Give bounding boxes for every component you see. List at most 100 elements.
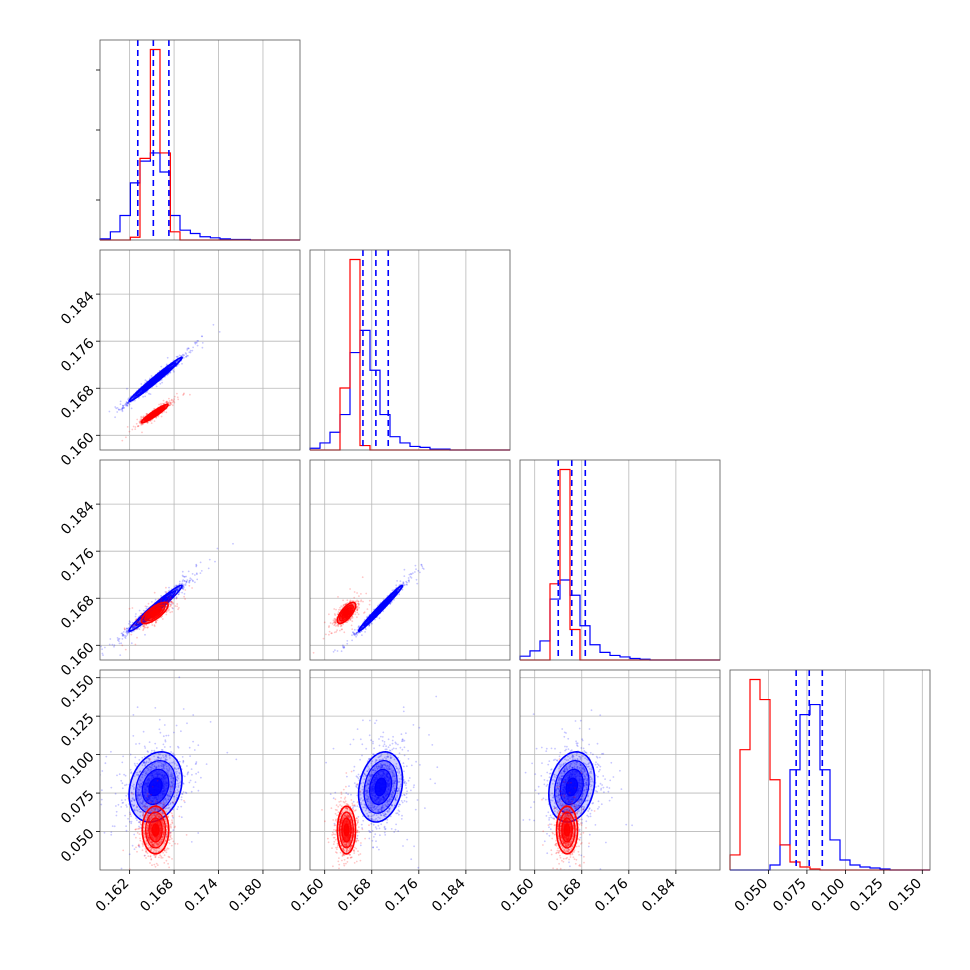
blue-scatter-point xyxy=(216,547,219,550)
red-scatter-point xyxy=(157,598,160,601)
blue-scatter-point xyxy=(183,354,186,357)
red-scatter-point xyxy=(166,600,169,602)
red-scatter-point xyxy=(136,627,139,630)
histogram-panel-2 xyxy=(519,459,721,661)
blue-scatter-point xyxy=(357,626,360,628)
red-scatter-point xyxy=(169,597,172,600)
blue-scatter-point xyxy=(188,580,191,583)
red-scatter-point xyxy=(143,625,146,628)
red-scatter-point xyxy=(134,426,137,428)
blue-scatter-point xyxy=(420,564,423,566)
red-scatter-point xyxy=(132,425,135,428)
red-scatter-point xyxy=(142,620,145,622)
blue-scatter-point xyxy=(356,631,359,634)
blue-scatter-point xyxy=(88,664,90,666)
red-scatter-point xyxy=(162,605,165,608)
blue-scatter-point xyxy=(355,631,358,634)
blue-scatter-point xyxy=(127,401,130,404)
blue-scatter-point xyxy=(170,593,172,596)
red-scatter-point xyxy=(166,401,169,404)
red-scatter-point xyxy=(140,424,143,426)
blue-scatter-point xyxy=(178,591,181,594)
blue-scatter-point xyxy=(160,594,163,597)
blue-scatter-point xyxy=(188,579,191,582)
blue-scatter-point xyxy=(374,618,376,621)
blue-scatter-point xyxy=(142,609,145,612)
red-scatter-point xyxy=(136,418,139,421)
red-scatter-point xyxy=(171,601,174,604)
blue-scatter-point xyxy=(196,578,199,581)
blue-scatter-point xyxy=(364,631,366,633)
blue-scatter-point xyxy=(122,634,125,637)
blue-scatter-point xyxy=(188,351,191,353)
blue-scatter-point xyxy=(129,624,132,626)
red-scatter-point xyxy=(160,600,163,603)
blue-scatter-point xyxy=(415,578,418,581)
blue-scatter-point xyxy=(125,401,128,403)
blue-scatter-point xyxy=(132,626,135,629)
blue-scatter-point xyxy=(127,402,129,405)
blue-scatter-point xyxy=(122,407,124,410)
blue-scatter-point xyxy=(132,625,135,628)
red-scatter-point xyxy=(168,608,171,611)
blue-scatter-point xyxy=(81,667,83,669)
blue-scatter-point xyxy=(119,400,122,403)
blue-scatter-point xyxy=(355,635,357,638)
blue-scatter-point xyxy=(403,575,406,577)
histogram-panel-3 xyxy=(729,669,931,871)
red-scatter-point xyxy=(175,597,178,600)
blue-scatter-point xyxy=(183,580,186,582)
blue-scatter-point xyxy=(353,632,356,635)
red-scatter-point xyxy=(144,605,147,608)
red-scatter-point xyxy=(142,617,145,620)
blue-scatter-point xyxy=(317,662,319,664)
blue-scatter-point xyxy=(113,644,116,646)
red-scatter-point xyxy=(139,618,142,621)
blue-scatter-point xyxy=(125,627,128,630)
red-scatter-point xyxy=(163,402,166,405)
blue-scatter-point xyxy=(353,633,356,635)
red-scatter-point xyxy=(134,624,137,627)
blue-scatter-point xyxy=(178,580,181,583)
blue-scatter-point xyxy=(128,622,130,625)
blue-scatter-point xyxy=(122,404,124,407)
blue-scatter-point xyxy=(401,588,404,591)
blue-scatter-point xyxy=(175,355,178,358)
blue-scatter-point xyxy=(181,582,184,585)
blue-scatter-point xyxy=(185,575,188,578)
blue-scatter-point xyxy=(199,561,202,564)
blue-scatter-point xyxy=(403,584,406,587)
blue-scatter-point xyxy=(366,615,369,618)
scatter-panel-2-1 xyxy=(309,459,511,664)
blue-scatter-point xyxy=(115,407,118,410)
blue-scatter-point xyxy=(119,403,122,406)
blue-scatter-point xyxy=(148,392,150,395)
blue-scatter-point xyxy=(170,594,173,597)
blue-scatter-point xyxy=(398,584,401,586)
blue-scatter-point xyxy=(120,632,123,635)
blue-scatter-point xyxy=(144,395,147,398)
blue-scatter-point xyxy=(185,356,187,358)
blue-scatter-point xyxy=(200,570,203,572)
red-scatter-point xyxy=(168,397,170,400)
red-scatter-point xyxy=(189,393,191,396)
scatter-panel-1-0 xyxy=(99,249,301,451)
red-scatter-point xyxy=(155,621,158,624)
red-scatter-point xyxy=(131,607,134,609)
red-scatter-point xyxy=(170,601,173,604)
blue-scatter-point xyxy=(172,607,174,610)
red-scatter-point xyxy=(147,421,149,424)
red-scatter-point xyxy=(142,628,145,630)
blue-scatter-point xyxy=(189,349,192,352)
blue-scatter-point xyxy=(195,564,198,567)
red-scatter-point xyxy=(164,603,166,606)
blue-scatter-point xyxy=(195,341,198,344)
red-scatter-point xyxy=(138,620,141,623)
red-scatter-point xyxy=(165,401,168,404)
histogram-panel-0 xyxy=(99,39,301,241)
blue-scatter-point xyxy=(121,407,124,409)
red-scatter-point xyxy=(150,422,153,424)
blue-scatter-point xyxy=(126,402,129,404)
blue-scatter-point xyxy=(161,381,164,384)
blue-scatter-point xyxy=(159,382,162,385)
